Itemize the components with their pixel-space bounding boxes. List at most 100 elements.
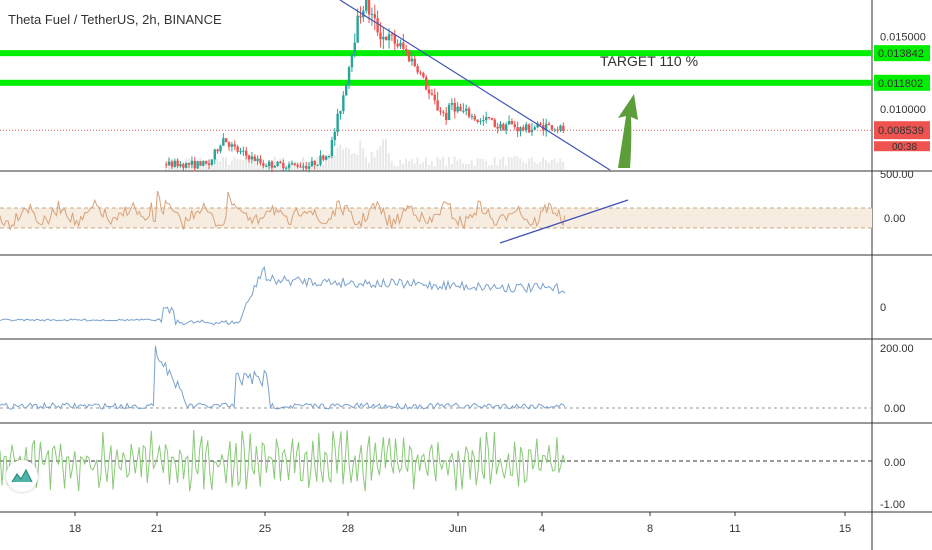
- level-price-label: 0.013842: [878, 48, 924, 60]
- candle-body: [553, 129, 556, 131]
- volume-bar: [559, 158, 562, 170]
- candle-body: [533, 127, 536, 130]
- descending-trendline: [339, 0, 611, 171]
- candle-body: [470, 116, 474, 118]
- volume-bar: [325, 156, 327, 170]
- candle-body: [487, 117, 491, 119]
- volume-bar: [342, 149, 345, 170]
- time-axis-label: 4: [539, 523, 545, 535]
- candle-body: [270, 161, 274, 168]
- candle-body: [373, 14, 376, 19]
- volume-bar: [430, 161, 433, 170]
- volume-bar: [165, 165, 167, 170]
- candle-body: [527, 124, 531, 133]
- volume-bar: [396, 165, 399, 170]
- volume-bar: [279, 158, 282, 170]
- candle-body: [359, 15, 362, 18]
- volume-bar: [387, 152, 390, 170]
- volume-bar: [453, 156, 456, 170]
- candle-body: [405, 48, 408, 52]
- volume-bar: [459, 159, 462, 170]
- oscillator-2-tick-label: 200.00: [880, 343, 914, 355]
- candle-body: [250, 156, 254, 160]
- candle-body: [442, 111, 445, 113]
- candle-body: [439, 110, 442, 112]
- candle-body: [336, 113, 339, 132]
- rsi-line: [0, 190, 566, 231]
- candle-body: [450, 102, 454, 105]
- candle-body: [562, 125, 565, 131]
- volume-bar: [522, 161, 525, 170]
- volume-bar: [222, 156, 225, 170]
- volume-bar: [373, 156, 376, 170]
- current-price-badge: [874, 121, 930, 140]
- volume-bar: [393, 165, 396, 170]
- volume-bar: [425, 157, 427, 170]
- candle-body: [547, 123, 551, 126]
- candle-body: [279, 161, 282, 164]
- volume-bar: [447, 156, 450, 170]
- candle-body: [219, 145, 222, 152]
- candle-body: [227, 142, 231, 147]
- volume-bar: [470, 160, 473, 170]
- candle-body: [165, 164, 168, 166]
- candle-body: [493, 119, 496, 127]
- volume-bar: [385, 138, 387, 170]
- oscillator-2-tick-label: 0.00: [884, 403, 905, 415]
- time-axis-label: 25: [259, 523, 271, 535]
- volume-bar: [550, 159, 553, 170]
- candle-body: [345, 84, 348, 96]
- level-price-label: 0.011802: [878, 78, 923, 90]
- candle-body: [202, 161, 205, 166]
- volume-bar: [219, 161, 222, 170]
- volume-bar: [333, 155, 336, 170]
- candle-body: [236, 146, 239, 152]
- volume-bar: [399, 159, 402, 170]
- candle-body: [365, 0, 368, 11]
- volume-bar: [370, 151, 373, 170]
- candle-body: [322, 155, 325, 160]
- candle-body: [190, 160, 194, 165]
- candle-body: [550, 125, 554, 130]
- candle-body: [333, 131, 336, 141]
- volume-bar: [236, 159, 239, 170]
- candle-body: [179, 164, 182, 167]
- volume-bar: [487, 165, 490, 170]
- time-axis-label: 11: [729, 523, 740, 535]
- time-axis-label: 15: [839, 523, 851, 535]
- candle-body: [419, 72, 422, 74]
- volume-bar: [482, 158, 485, 170]
- volume-bar: [379, 146, 382, 170]
- candle-body: [185, 163, 188, 168]
- oscillator-3-tick-label: 0.00: [884, 457, 905, 469]
- candle-body: [262, 163, 265, 167]
- current-price-label: 0.008539: [878, 125, 924, 137]
- candle-body: [316, 164, 319, 166]
- volume-bar: [496, 164, 499, 170]
- candle-body: [499, 123, 502, 129]
- volume-bar: [513, 156, 516, 170]
- candle-body: [242, 150, 245, 152]
- candle-body: [276, 161, 279, 166]
- volume-bar: [273, 156, 276, 170]
- volume-bar: [536, 163, 539, 170]
- volume-bar: [322, 164, 325, 170]
- candle-body: [433, 94, 436, 101]
- volume-bar: [493, 156, 496, 170]
- volume-bar: [519, 158, 522, 170]
- volume-bar: [227, 164, 230, 170]
- volume-bar: [382, 139, 385, 170]
- candle-body: [556, 129, 559, 131]
- volume-bar: [530, 157, 533, 170]
- candle-body: [453, 102, 456, 112]
- candle-body: [482, 120, 485, 122]
- candle-body: [205, 161, 208, 164]
- volume-bar: [245, 156, 247, 170]
- volume-bar: [405, 158, 407, 170]
- candle-body: [299, 166, 302, 168]
- volume-bar: [350, 153, 353, 170]
- candle-body: [536, 123, 539, 128]
- candle-body: [239, 150, 242, 152]
- candle-body: [425, 77, 428, 90]
